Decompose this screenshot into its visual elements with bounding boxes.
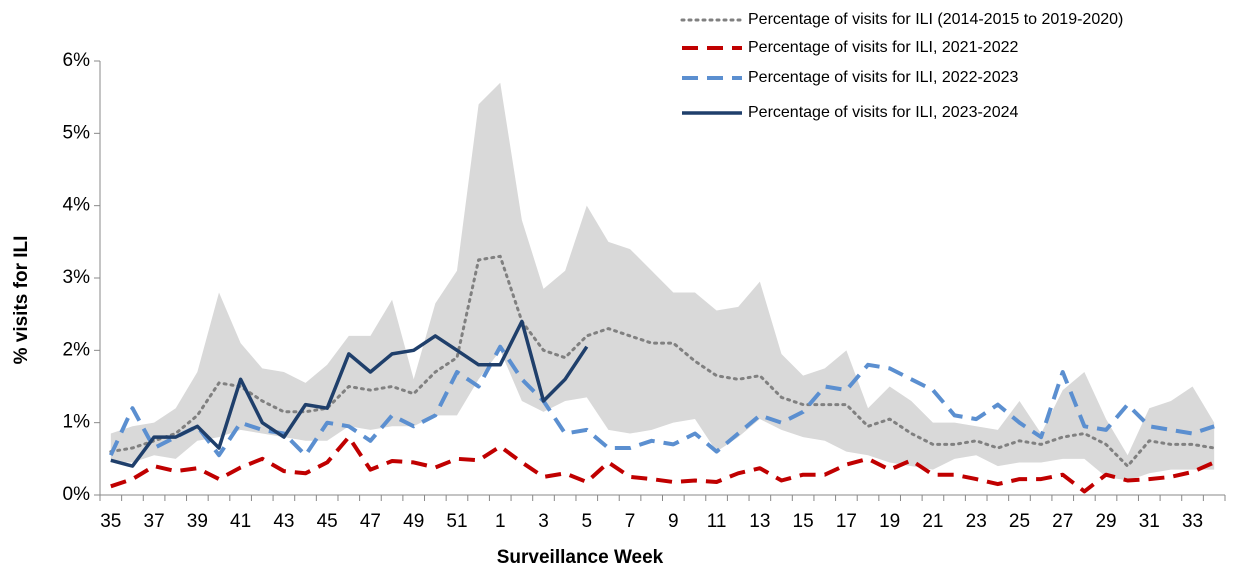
x-tick-label: 49 [403,511,424,532]
series-line [110,435,1216,494]
x-tick-label: 3 [538,511,549,532]
x-tick-label: 21 [922,511,943,532]
x-tick-label: 15 [793,511,814,532]
x-tick-label: 31 [1139,511,1160,532]
y-axis-title: % visits for ILI [11,236,32,365]
y-tick-label: 4% [63,195,91,216]
y-tick-label: 1% [63,412,91,433]
y-tick-label: 2% [63,339,91,360]
x-tick-label: 11 [707,511,727,532]
x-tick-label: 29 [1095,511,1116,532]
y-tick-label: 5% [63,122,91,143]
x-tick-label: 9 [668,511,679,532]
legend-label: Percentage of visits for ILI, 2022-2023 [748,69,1018,86]
y-tick-label: 0% [63,484,91,505]
x-tick-label: 17 [836,511,857,532]
legend-label: Percentage of visits for ILI, 2021-2022 [748,39,1018,56]
y-tick-label: 3% [63,267,91,288]
x-tick-label: 7 [625,511,636,532]
y-tick-label: 6% [63,50,91,71]
legend-label: Percentage of visits for ILI, 2023-2024 [748,104,1018,121]
x-tick-label: 39 [187,511,208,532]
x-tick-label: 45 [317,511,338,532]
x-tick-label: 33 [1182,511,1203,532]
x-tick-label: 27 [1052,511,1073,532]
x-tick-label: 25 [1009,511,1030,532]
x-tick-label: 35 [100,511,121,532]
x-tick-label: 1 [495,511,506,532]
x-tick-label: 5 [581,511,592,532]
series-line [110,319,589,468]
x-axis-title: Surveillance Week [497,547,664,568]
x-tick-label: 19 [879,511,900,532]
series-line [109,254,1216,468]
range-band [110,82,1215,481]
x-tick-label: 37 [144,511,165,532]
x-tick-label: 23 [966,511,987,532]
x-tick-label: 43 [273,511,294,532]
series-line [108,344,1215,458]
x-tick-label: 13 [749,511,770,532]
x-tick-label: 47 [360,511,381,532]
x-tick-label: 51 [446,511,467,532]
legend-label: Percentage of visits for ILI (2014-2015 … [748,11,1123,28]
x-tick-label: 41 [230,511,251,532]
